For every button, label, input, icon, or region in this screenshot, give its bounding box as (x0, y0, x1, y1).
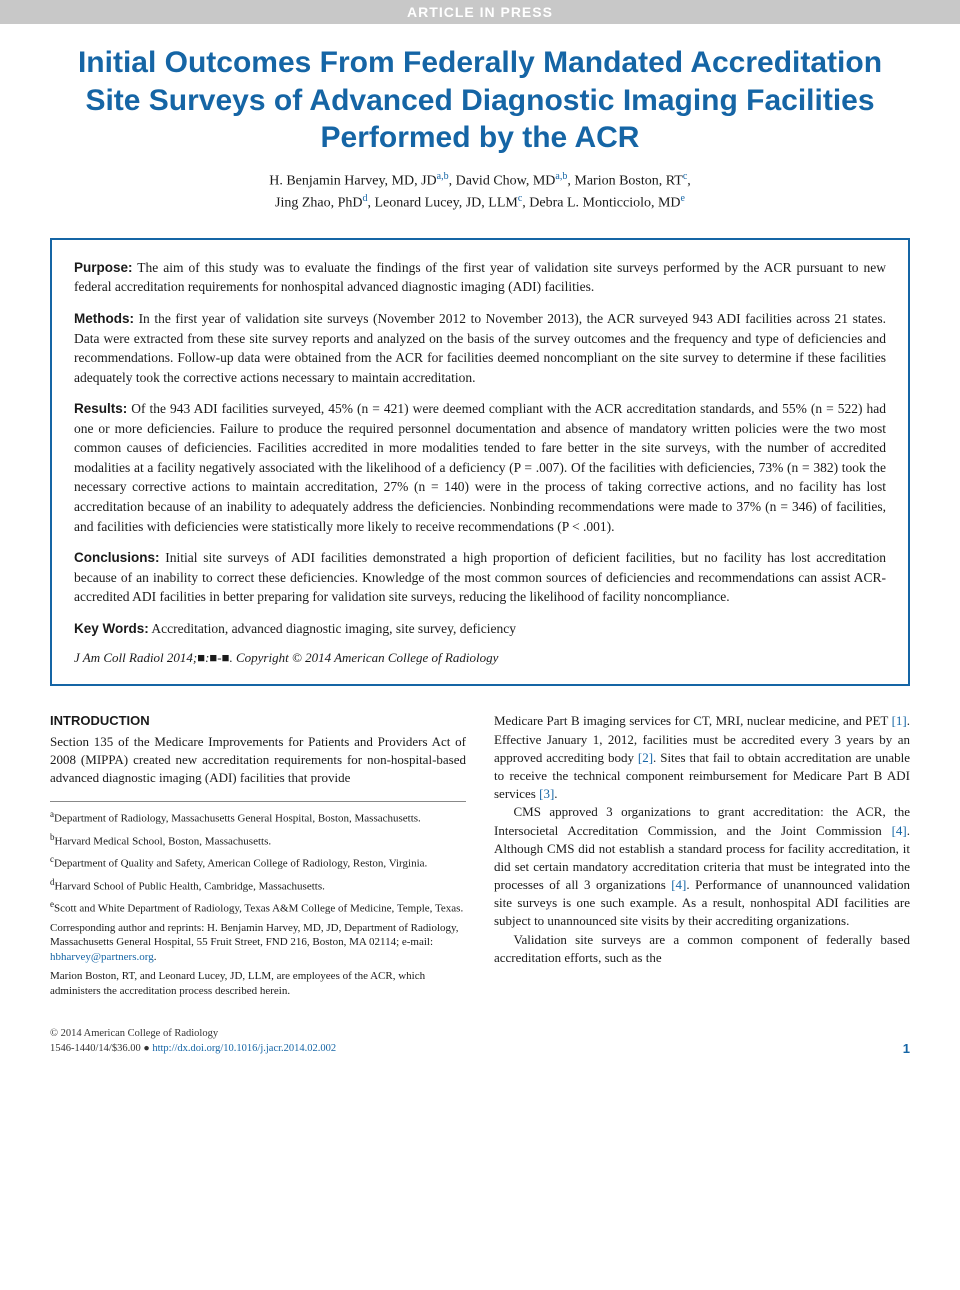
abstract-citation: J Am Coll Radiol 2014;■:■-■. Copyright ©… (74, 650, 886, 666)
abstract-box: Purpose: The aim of this study was to ev… (50, 238, 910, 687)
article-title: Initial Outcomes From Federally Mandated… (50, 44, 910, 157)
author-name: , David Chow, MD (449, 173, 556, 188)
abstract-purpose-text: The aim of this study was to evaluate th… (74, 260, 886, 295)
abstract-keywords: Key Words: Accreditation, advanced diagn… (74, 619, 886, 639)
abstract-keywords-text: Accreditation, advanced diagnostic imagi… (149, 621, 516, 636)
left-column: INTRODUCTION Section 135 of the Medicare… (50, 712, 466, 1002)
page-number: 1 (903, 1041, 910, 1056)
affiliation-a: aDepartment of Radiology, Massachusetts … (50, 808, 466, 827)
citation-link[interactable]: [2] (638, 750, 653, 765)
intro-paragraph-3: Validation site surveys are a common com… (494, 931, 910, 967)
author-name: , Debra L. Monticciolo, MD (522, 196, 680, 211)
author-name: Jing Zhao, PhD (275, 196, 363, 211)
abstract-keywords-label: Key Words: (74, 621, 149, 636)
corresponding-author: Corresponding author and reprints: H. Be… (50, 921, 466, 966)
author-separator: , (687, 173, 691, 188)
article-body: INTRODUCTION Section 135 of the Medicare… (50, 712, 910, 1002)
page-footer: © 2014 American College of Radiology 154… (50, 1027, 910, 1056)
abstract-methods-label: Methods: (74, 311, 134, 326)
citation-link[interactable]: [4] (892, 823, 907, 838)
affiliation-ref: a,b (555, 171, 567, 182)
abstract-purpose-label: Purpose: (74, 260, 133, 275)
author-name: H. Benjamin Harvey, MD, JD (269, 173, 436, 188)
author-list: H. Benjamin Harvey, MD, JDa,b, David Cho… (50, 169, 910, 214)
citation-link[interactable]: [4] (671, 877, 686, 892)
author-name: , Marion Boston, RT (567, 173, 682, 188)
intro-paragraph: Section 135 of the Medicare Improvements… (50, 733, 466, 788)
abstract-conclusions-label: Conclusions: (74, 550, 160, 565)
abstract-conclusions-text: Initial site surveys of ADI facilities d… (74, 550, 886, 604)
corresponding-email-link[interactable]: hbharvey@partners.org (50, 951, 154, 963)
affiliation-ref: a,b (437, 171, 449, 182)
copyright-line: © 2014 American College of Radiology (50, 1027, 336, 1042)
author-name: , Leonard Lucey, JD, LLM (368, 196, 518, 211)
footer-left: © 2014 American College of Radiology 154… (50, 1027, 336, 1056)
affiliation-b: bHarvard Medical School, Boston, Massach… (50, 831, 466, 850)
affiliation-d: dHarvard School of Public Health, Cambri… (50, 876, 466, 895)
affiliation-e: eScott and White Department of Radiology… (50, 898, 466, 917)
abstract-conclusions: Conclusions: Initial site surveys of ADI… (74, 548, 886, 607)
article-in-press-banner: ARTICLE IN PRESS (0, 0, 960, 24)
affiliations-block: aDepartment of Radiology, Massachusetts … (50, 801, 466, 999)
intro-paragraph-2: CMS approved 3 organizations to grant ac… (494, 803, 910, 930)
citation-link[interactable]: [3] (539, 786, 554, 801)
intro-paragraph-cont: Medicare Part B imaging services for CT,… (494, 712, 910, 803)
disclosure-statement: Marion Boston, RT, and Leonard Lucey, JD… (50, 969, 466, 999)
issn-doi-line: 1546-1440/14/$36.00 ● http://dx.doi.org/… (50, 1042, 336, 1057)
abstract-purpose: Purpose: The aim of this study was to ev… (74, 258, 886, 297)
abstract-methods: Methods: In the first year of validation… (74, 309, 886, 387)
abstract-results-text: Of the 943 ADI facilities surveyed, 45% … (74, 401, 886, 533)
doi-link[interactable]: http://dx.doi.org/10.1016/j.jacr.2014.02… (152, 1043, 336, 1054)
affiliation-c: cDepartment of Quality and Safety, Ameri… (50, 853, 466, 872)
affiliation-ref: e (681, 193, 685, 204)
introduction-heading: INTRODUCTION (50, 712, 466, 730)
abstract-results: Results: Of the 943 ADI facilities surve… (74, 399, 886, 536)
abstract-methods-text: In the first year of validation site sur… (74, 311, 886, 385)
abstract-results-label: Results: (74, 401, 127, 416)
citation-link[interactable]: [1] (892, 713, 907, 728)
right-column: Medicare Part B imaging services for CT,… (494, 712, 910, 1002)
